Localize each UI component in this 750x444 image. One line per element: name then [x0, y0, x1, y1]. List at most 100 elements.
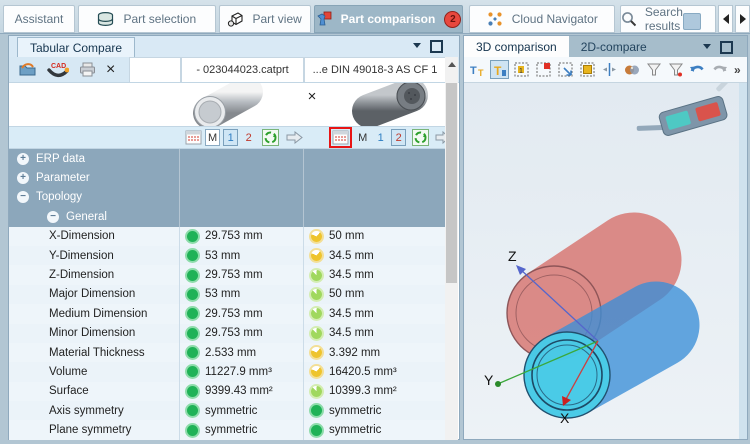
- detail-1-button[interactable]: 1: [377, 131, 384, 144]
- thumbnail-part2[interactable]: [352, 78, 428, 128]
- filter-up-icon[interactable]: [644, 60, 663, 79]
- collapse-icon[interactable]: −: [47, 210, 59, 223]
- viewport-scrollbar[interactable]: [739, 83, 747, 439]
- select-fill-icon[interactable]: [578, 60, 597, 79]
- export-arrow-icon[interactable]: [285, 131, 305, 144]
- detail-1-button-active[interactable]: 1: [223, 129, 239, 146]
- row-label-cell: − Topology: [9, 188, 179, 207]
- update-icon[interactable]: [412, 129, 430, 146]
- row-label: Plane symmetry: [49, 424, 132, 437]
- tab-assistant[interactable]: Assistant: [3, 5, 75, 33]
- table-row: Axis symmetry symmetric symmetric: [9, 401, 446, 421]
- group-row: + Parameter: [9, 168, 446, 188]
- expand-icon[interactable]: +: [17, 152, 29, 165]
- cell-value: 29.753 mm: [205, 269, 263, 282]
- svg-text:T: T: [478, 68, 484, 77]
- left-scrollbar[interactable]: [445, 57, 458, 440]
- tab-label: Part comparison: [340, 12, 436, 26]
- maximize-icon[interactable]: [430, 40, 443, 53]
- tab-cloud-navigator[interactable]: Cloud Navigator: [469, 5, 616, 33]
- value-cell: [179, 168, 303, 188]
- row-label: ERP data: [36, 152, 86, 165]
- svg-text:CAD: CAD: [51, 63, 66, 70]
- axes-triad: Z Y X: [484, 248, 599, 426]
- tab-3d-comparison[interactable]: 3D comparison: [464, 36, 569, 57]
- cube-icon: [228, 12, 244, 27]
- panel-menu-icon[interactable]: [703, 44, 711, 49]
- remove-part-icon[interactable]: ×: [307, 88, 317, 105]
- cell-value: 34.5 mm: [329, 307, 374, 320]
- splitter-handle[interactable]: [683, 13, 702, 30]
- detail-2-button[interactable]: 2: [245, 131, 252, 144]
- status-lime-icon: [311, 288, 322, 300]
- scroll-up-button[interactable]: [445, 57, 458, 71]
- row-label: Z-Dimension: [49, 269, 115, 282]
- part-thumbnails: [193, 76, 428, 129]
- arrow-up-icon: [447, 61, 456, 67]
- viewport-3d[interactable]: Z Y X: [464, 72, 747, 439]
- cell-value: symmetric: [329, 424, 382, 437]
- status-yellow-icon: [311, 230, 322, 242]
- tab-part-view[interactable]: Part view: [218, 5, 311, 33]
- part-comparison-icon: [316, 11, 332, 26]
- status-green-icon: [311, 424, 322, 436]
- detail-m-button[interactable]: M: [205, 129, 221, 146]
- value-cell: 9399.43 mm²: [179, 381, 303, 402]
- maximize-icon[interactable]: [720, 41, 733, 54]
- table-row: Y-Dimension 53 mm 34.5 mm: [9, 245, 446, 266]
- thumbnail-part1[interactable]: [193, 76, 263, 129]
- align-center-icon[interactable]: [600, 60, 619, 79]
- update-icon[interactable]: [262, 129, 280, 146]
- cell-value: 16420.5 mm³: [329, 365, 397, 378]
- arrow-left-icon: [722, 14, 729, 24]
- row-label: Axis symmetry: [49, 404, 124, 417]
- cell-value: 29.753 mm: [205, 327, 263, 340]
- tab-part-comparison[interactable]: Part comparison 2: [313, 5, 464, 33]
- compare-header-row: CAD × - 023044023.catprt ...e DIN 49018-…: [9, 57, 459, 83]
- tab-part-selection[interactable]: Part selection: [77, 5, 216, 33]
- measure-report-icon[interactable]: [185, 130, 202, 145]
- filter-down-icon[interactable]: [666, 60, 685, 79]
- redo-icon[interactable]: [710, 60, 729, 79]
- undo-icon[interactable]: [688, 60, 707, 79]
- row-label-cell: + Parameter: [9, 168, 179, 187]
- row-label: X-Dimension: [49, 230, 115, 243]
- tab-label: Search results: [644, 5, 683, 33]
- close-icon[interactable]: ×: [106, 60, 116, 78]
- measure-report-highlight[interactable]: [329, 127, 353, 148]
- open-icon[interactable]: [19, 62, 37, 77]
- panel-menu-icon[interactable]: [413, 43, 421, 48]
- print-icon[interactable]: [79, 62, 96, 77]
- value-cell: 16420.5 mm³: [303, 362, 446, 382]
- row-label: Volume: [49, 365, 88, 378]
- detail-m-button[interactable]: M: [358, 131, 368, 144]
- table-row: Medium Dimension 29.753 mm 34.5 mm: [9, 304, 446, 324]
- cell-value: 34.5 mm: [329, 269, 374, 282]
- header-cell-part2[interactable]: ...e DIN 49018-3 AS CF 1: [304, 57, 446, 82]
- cell-value: 29.753 mm: [205, 230, 263, 243]
- select-move-icon[interactable]: [556, 60, 575, 79]
- cad-export-icon[interactable]: CAD: [47, 61, 69, 78]
- tab-scroll-right-button[interactable]: [735, 5, 750, 33]
- tab-2d-compare[interactable]: 2D-compare: [580, 39, 647, 54]
- tab-search-results[interactable]: Search results: [620, 5, 717, 33]
- arrow-right-icon: [739, 14, 746, 24]
- select-region-icon[interactable]: [534, 60, 553, 79]
- header-cell-part1[interactable]: - 023044023.catprt: [181, 57, 304, 82]
- tab-scroll-left-button[interactable]: [718, 5, 734, 33]
- shaded-view-icon[interactable]: [622, 60, 641, 79]
- toolbar-overflow-icon[interactable]: »: [734, 62, 741, 77]
- cell-value: 11227.9 mm³: [205, 365, 272, 378]
- select-all-icon[interactable]: 1: [512, 60, 531, 79]
- comparison-3d-titlebar: 3D comparison 2D-compare: [464, 36, 747, 57]
- collapse-icon[interactable]: −: [17, 191, 29, 204]
- expand-icon[interactable]: +: [17, 172, 29, 185]
- detail-2-button-active[interactable]: 2: [391, 129, 407, 146]
- compare-toolbar: CAD ×: [9, 57, 129, 82]
- scrollbar-thumb[interactable]: [446, 83, 457, 283]
- compare-text-active-icon[interactable]: T: [490, 60, 509, 79]
- tab-tabular-compare[interactable]: Tabular Compare: [17, 37, 136, 58]
- measure-report-icon: [332, 130, 349, 145]
- column-controls-row: M 1 2 M 1 2: [9, 126, 450, 149]
